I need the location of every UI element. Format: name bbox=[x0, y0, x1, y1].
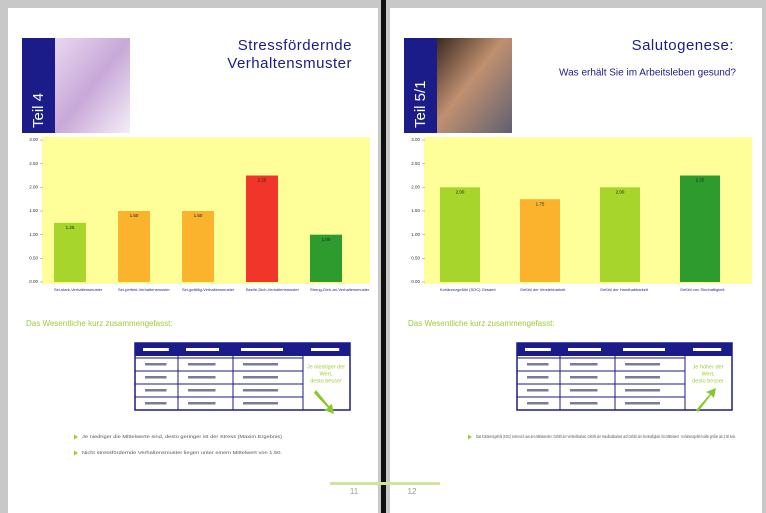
section-label: Teil 4 bbox=[30, 93, 47, 128]
table-header-text bbox=[693, 348, 721, 351]
table-cell-text bbox=[625, 363, 660, 366]
table-header-text bbox=[525, 348, 551, 351]
table-header-text bbox=[311, 348, 339, 351]
y-tick-label: 3.00 bbox=[411, 137, 420, 142]
bar bbox=[440, 187, 480, 282]
section-label: Teil 5/1 bbox=[412, 80, 429, 128]
bar-value-label: 2.25 bbox=[696, 178, 705, 183]
table-note: desto besser bbox=[310, 378, 342, 384]
bar bbox=[246, 176, 278, 283]
bar-value-label: 1.00 bbox=[322, 237, 331, 242]
y-tick-label: 2.50 bbox=[29, 161, 38, 166]
bar bbox=[520, 199, 560, 282]
bar-value-label: 1.50 bbox=[194, 213, 203, 218]
x-tick-label: Gefühl der Verstehbarkeit bbox=[520, 287, 566, 292]
document-viewer: Teil 4 StressförderndeVerhaltensmuster 0.0… bbox=[0, 0, 766, 513]
bullet-text: Nicht stressfördernde Verhaltensmuster l… bbox=[82, 450, 282, 455]
x-tick-label: Streng-Dich-an-Verhaltensmuster bbox=[310, 287, 370, 292]
bar-value-label: 2.25 bbox=[258, 178, 267, 183]
table-cell-text bbox=[145, 389, 167, 392]
table-cell-text bbox=[145, 402, 167, 405]
bullet-text: Je niedriger die Mittelwerte sind, desto… bbox=[82, 434, 283, 439]
table-cell-text bbox=[625, 402, 660, 405]
table-header-text bbox=[143, 348, 169, 351]
bar-value-label: 1.50 bbox=[130, 213, 139, 218]
x-tick-label: Sei-gefällig-Verhaltensmuster bbox=[182, 287, 235, 292]
table-header-text bbox=[568, 348, 601, 351]
y-tick-label: 2.50 bbox=[411, 161, 420, 166]
bullet-text: Das Kohärenzgefühl (SOC) misst sich aus … bbox=[476, 434, 736, 439]
table-note: desto besser bbox=[692, 378, 724, 384]
header-photo bbox=[437, 38, 512, 133]
bar-value-label: 1.75 bbox=[536, 201, 545, 206]
table-cell-text bbox=[625, 389, 660, 392]
y-tick-label: 3.00 bbox=[29, 137, 38, 142]
y-tick-label: 0.50 bbox=[29, 256, 38, 261]
table-header-text bbox=[241, 348, 283, 351]
table-cell-text bbox=[527, 389, 549, 392]
page-number-band bbox=[330, 482, 440, 485]
page-subtitle: Was erhält Sie im Arbeitsleben gesund? bbox=[559, 68, 736, 79]
table-cell-text bbox=[243, 389, 278, 392]
table-cell-text bbox=[243, 402, 278, 405]
table-cell-text bbox=[188, 402, 216, 405]
bar-value-label: 1.25 bbox=[66, 225, 75, 230]
table-cell-text bbox=[570, 376, 598, 379]
y-tick-label: 0.00 bbox=[29, 279, 38, 284]
page-number: 11 bbox=[350, 487, 359, 496]
bar bbox=[600, 187, 640, 282]
table-cell-text bbox=[145, 376, 167, 379]
header-photo bbox=[55, 38, 130, 133]
table-cell-text bbox=[188, 389, 216, 392]
table-cell-text bbox=[625, 376, 660, 379]
page-title: Stressfördernde bbox=[238, 37, 352, 54]
y-tick-label: 1.00 bbox=[411, 232, 420, 237]
y-tick-label: 0.50 bbox=[411, 256, 420, 261]
bar bbox=[54, 223, 86, 282]
table-note: Je niedriger der bbox=[307, 364, 345, 370]
table-cell-text bbox=[570, 389, 598, 392]
bar-value-label: 2.00 bbox=[456, 190, 465, 195]
table-cell-text bbox=[243, 376, 278, 379]
page-title: Verhaltensmuster bbox=[227, 55, 352, 72]
x-tick-label: Kohärenzgefühl (SOC) Gesamt bbox=[440, 287, 496, 292]
bar-value-label: 2.00 bbox=[616, 190, 625, 195]
bar bbox=[680, 176, 720, 283]
table-cell-text bbox=[527, 376, 549, 379]
x-tick-label: Sei-perfekt-Verhaltensmuster bbox=[118, 287, 170, 292]
page-title: Salutogenese: bbox=[632, 37, 734, 54]
table-header-text bbox=[186, 348, 219, 351]
x-tick-label: Sei-stark-Verhaltensmuster bbox=[54, 287, 103, 292]
table-header-text bbox=[623, 348, 665, 351]
table-cell-text bbox=[243, 363, 278, 366]
y-tick-label: 1.50 bbox=[29, 208, 38, 213]
table-note: Je höher der bbox=[693, 364, 724, 370]
page-number: 12 bbox=[408, 487, 417, 496]
y-tick-label: 0.00 bbox=[411, 279, 420, 284]
summary-heading: Das Wesentliche kurz zusammengefasst: bbox=[26, 319, 173, 328]
table-cell-text bbox=[570, 402, 598, 405]
table-cell-text bbox=[188, 363, 216, 366]
y-tick-label: 1.00 bbox=[29, 232, 38, 237]
table-cell-text bbox=[188, 376, 216, 379]
page-divider bbox=[381, 0, 386, 513]
x-tick-label: Beeile-Dich-Verhaltensmuster bbox=[246, 287, 300, 292]
y-tick-label: 2.00 bbox=[411, 185, 420, 190]
bar bbox=[118, 211, 150, 282]
table-note: Wert, bbox=[701, 371, 715, 377]
y-tick-label: 1.50 bbox=[411, 208, 420, 213]
summary-heading: Das Wesentliche kurz zusammengefasst: bbox=[408, 319, 555, 328]
table-cell-text bbox=[527, 363, 549, 366]
table-cell-text bbox=[145, 363, 167, 366]
x-tick-label: Gefühl der Handhabbarkeit bbox=[600, 287, 649, 292]
table-cell-text bbox=[570, 363, 598, 366]
y-tick-label: 2.00 bbox=[29, 185, 38, 190]
table-note: Wert, bbox=[319, 371, 333, 377]
bar bbox=[182, 211, 214, 282]
x-tick-label: Gefühl von Sinnhaftigkeit bbox=[680, 287, 725, 292]
table-cell-text bbox=[527, 402, 549, 405]
